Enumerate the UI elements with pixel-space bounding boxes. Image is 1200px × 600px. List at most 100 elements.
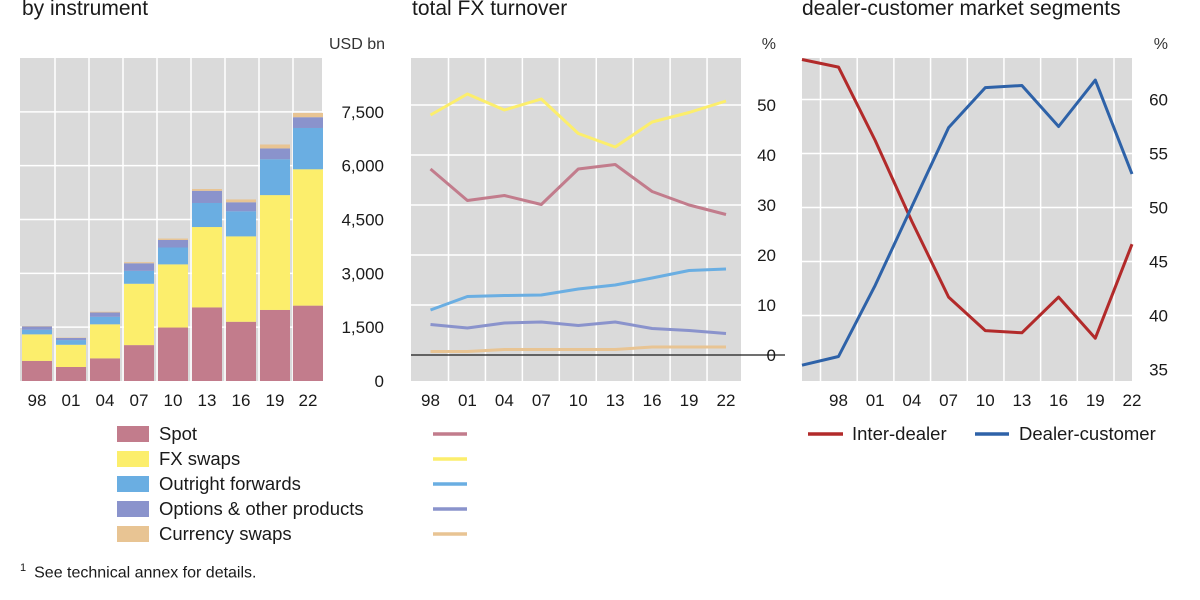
bar-segment [293,117,323,128]
legend-label: Options & other products [159,498,364,519]
bar-segment [260,144,290,149]
bar-segment [192,188,222,191]
y-tick-label: 60 [1149,91,1168,110]
x-tick-label: 01 [62,391,81,410]
panel-1-unit: USD bn [328,36,385,53]
bar-segment [260,195,290,310]
x-tick-label: 22 [299,391,318,410]
panel-3-unit: % [1153,36,1168,53]
x-tick-label: 98 [421,391,440,410]
bar-segment [226,236,256,322]
x-tick-label: 04 [96,391,115,410]
instrument-bar-chart: 0 1,500 3,000 4,500 6,000 7,500 98 01 04 07 10 13 16… [20,58,384,544]
bar-segment [124,345,154,381]
y-tick-label: 45 [1149,253,1168,272]
bar-segment [90,358,120,381]
legend-label: FX swaps [159,448,240,469]
x-tick-label: 01 [458,391,477,410]
panel-1-title: by instrument [22,0,149,20]
x-tick-label: 04 [495,391,514,410]
footnote-marker: 1 [20,562,27,574]
bar-segment [124,263,154,271]
series-line [429,267,727,312]
bar-segment [192,190,222,203]
legend-swatch [117,526,149,542]
y-tick-label: 6,000 [341,157,384,176]
legend-swatch [117,476,149,492]
legend-swatch [117,501,149,517]
bar-segment [158,247,188,265]
bar-segment [158,327,188,381]
segment-share-line-chart: 35 40 45 50 55 60 98 01 04 07 10 13 16 19 22 Inter-deal… [801,58,1168,444]
plot-background [411,58,741,381]
y-tick-label: 1,500 [341,318,384,337]
legend-label: Spot [159,423,197,444]
bar-segment [158,264,188,328]
series-line [429,163,727,216]
y-tick-label: 40 [1149,307,1168,326]
legend-label: Inter-dealer [852,423,947,444]
x-tick-label: 19 [1086,391,1105,410]
x-tick-label: 07 [130,391,149,410]
series-line [429,92,727,149]
bar-segment [293,305,323,381]
x-tick-label: 10 [164,391,183,410]
x-tick-label: 04 [902,391,921,410]
bar-segment [293,127,323,170]
bar-segment [90,311,120,313]
x-tick-label: 01 [866,391,885,410]
legend-swatch [117,451,149,467]
x-tick-label: 13 [606,391,625,410]
bar-segment [22,329,52,335]
x-tick-label: 16 [232,391,251,410]
series-line [430,345,726,353]
bar-segment [22,334,52,361]
bar-segment [226,202,256,212]
series-line [430,320,727,335]
bar-segment [260,148,290,160]
y-tick-label: 0 [767,346,776,365]
bar-segment [226,211,256,237]
y-tick-label: 35 [1149,361,1168,380]
bar-segment [226,321,256,381]
bar-segment [192,227,222,308]
y-tick-label: 50 [757,96,776,115]
y-tick-label: 20 [757,246,776,265]
bar-segment [260,309,290,381]
y-tick-label: 4,500 [341,211,384,230]
x-tick-label: 07 [939,391,958,410]
x-tick-label: 98 [829,391,848,410]
x-tick-label: 22 [1123,391,1142,410]
bar-segment [56,340,86,345]
footnote-text: See technical annex for details. [34,564,257,582]
panel-2-title: total FX turnover [412,0,568,20]
x-tick-label: 16 [643,391,662,410]
bar-segment [226,199,256,203]
bar-segment [22,360,52,381]
y-tick-label: 10 [757,296,776,315]
x-tick-label: 10 [569,391,588,410]
bar-segment [260,159,290,196]
bar-segment [293,169,323,306]
bar-segment [124,283,154,346]
bar-segment [90,312,120,317]
x-tick-label: 10 [976,391,995,410]
y-tick-label: 30 [757,196,776,215]
x-tick-label: 07 [532,391,551,410]
legend-label: Currency swaps [159,523,292,544]
x-tick-label: 19 [680,391,699,410]
bar-segment [56,367,86,381]
x-tick-label: 98 [28,391,47,410]
x-tick-label: 13 [198,391,217,410]
bar-segment [192,307,222,381]
y-tick-label: 40 [757,146,776,165]
bar-segment [56,337,86,341]
y-tick-label: 3,000 [341,264,384,283]
series-line [801,78,1134,367]
bar-segment [90,324,120,359]
bar-segment [124,262,154,264]
bar-segment [158,238,188,240]
y-tick-label: 50 [1149,199,1168,218]
bar-segment [90,316,120,325]
